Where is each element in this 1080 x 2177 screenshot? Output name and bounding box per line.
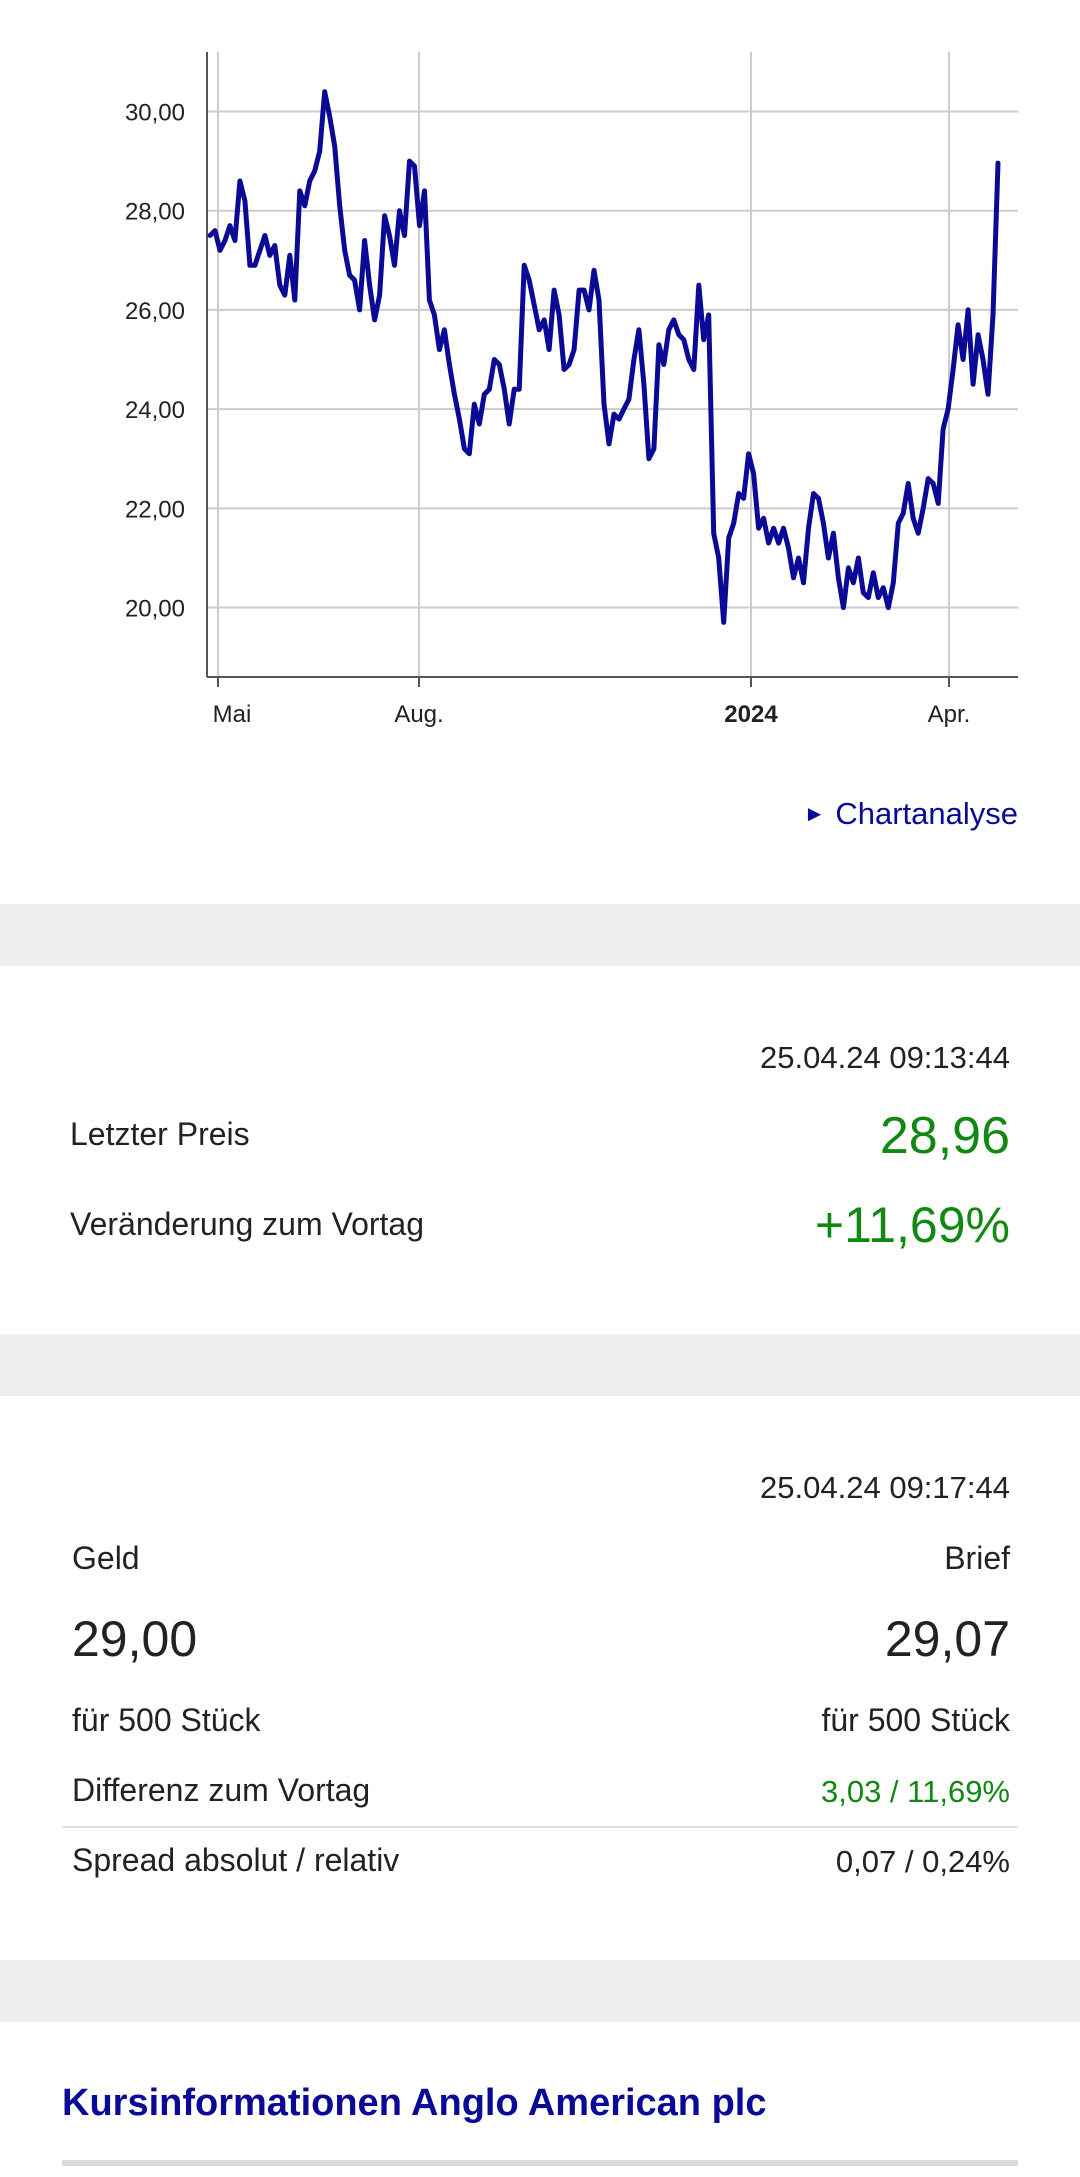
ask-value: 29,07 bbox=[884, 1611, 1010, 1667]
price-series-line bbox=[207, 89, 1001, 625]
section-title: Kursinformationen Anglo American plc bbox=[62, 2082, 767, 2124]
bid-label: Geld bbox=[72, 1540, 140, 1576]
spread-label: Spread absolut / relativ bbox=[72, 1842, 400, 1878]
price-chart: 30,00 28,00 26,00 24,00 22,00 20,00 Mai Aug. 202… bbox=[0, 0, 1080, 760]
last-price-value: 28,96 bbox=[879, 1107, 1010, 1165]
y-tick-label: 30,00 bbox=[125, 100, 185, 127]
x-tick-label: 2024 bbox=[724, 701, 778, 728]
x-tick-label: Apr. bbox=[928, 701, 971, 728]
y-tick-label: 22,00 bbox=[125, 496, 185, 523]
ask-size: für 500 Stück bbox=[821, 1702, 1010, 1738]
section-separator bbox=[0, 1960, 1080, 2022]
chartanalyse-link[interactable]: ► Chartanalyse bbox=[804, 796, 1018, 832]
section-separator bbox=[0, 1334, 1080, 1396]
bid-ask-timestamp: 25.04.24 09:17:44 bbox=[760, 1470, 1010, 1505]
diff-value: 3,03 / 11,69% bbox=[820, 1774, 1010, 1809]
play-arrow-icon: ► bbox=[803, 801, 826, 826]
chartanalyse-label: Chartanalyse bbox=[835, 796, 1018, 831]
spread-value: 0,07 / 0,24% bbox=[835, 1844, 1010, 1879]
bid-value: 29,00 bbox=[72, 1611, 198, 1667]
section-separator bbox=[0, 904, 1080, 966]
row-divider bbox=[62, 1826, 1018, 1828]
bid-size: für 500 Stück bbox=[72, 1702, 261, 1738]
price-chart-svg: 30,00 28,00 26,00 24,00 22,00 20,00 Mai Aug. 202… bbox=[125, 52, 1018, 728]
ask-label: Brief bbox=[944, 1540, 1010, 1576]
change-label: Veränderung zum Vortag bbox=[70, 1206, 425, 1242]
y-tick-label: 20,00 bbox=[125, 596, 185, 623]
change-value: +11,69% bbox=[814, 1197, 1010, 1253]
x-tick-label: Aug. bbox=[394, 701, 443, 728]
last-price-label: Letzter Preis bbox=[70, 1116, 250, 1152]
diff-label: Differenz zum Vortag bbox=[72, 1772, 371, 1808]
section-title-rule bbox=[62, 2160, 1018, 2166]
x-tick-label: Mai bbox=[213, 701, 252, 728]
y-tick-label: 24,00 bbox=[125, 397, 185, 424]
y-tick-label: 26,00 bbox=[125, 298, 185, 325]
last-price-timestamp: 25.04.24 09:13:44 bbox=[760, 1040, 1010, 1075]
y-tick-label: 28,00 bbox=[125, 199, 185, 226]
